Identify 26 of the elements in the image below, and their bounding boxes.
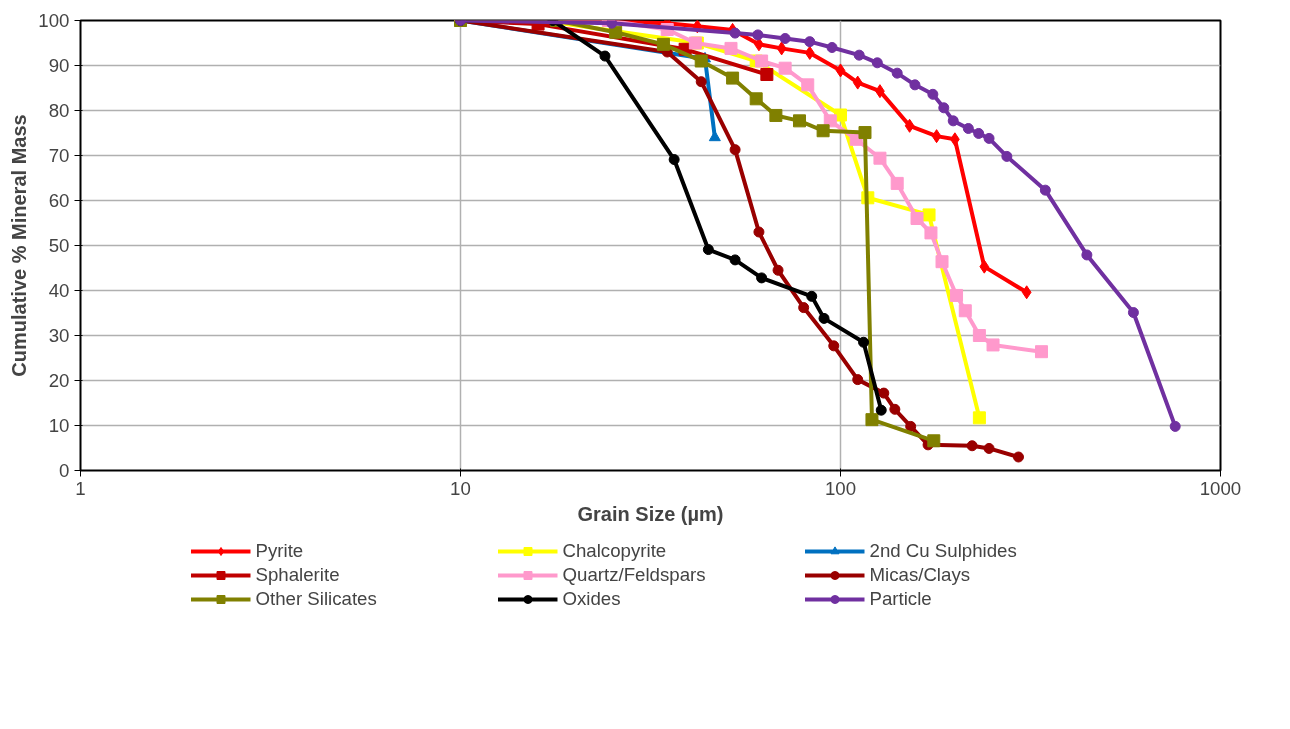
y-tick-label: 100 — [38, 10, 70, 31]
legend-label: Other Silicates — [255, 587, 378, 610]
legend-label: Sphalerite — [255, 563, 341, 586]
legend-label: Chalcopyrite — [562, 539, 668, 562]
y-axis-title: Cumulative % Mineral Mass — [8, 114, 31, 377]
legend-label: Oxides — [562, 587, 622, 610]
legend-label: Pyrite — [255, 539, 305, 562]
y-tick-label: 0 — [59, 460, 70, 481]
x-tick-label: 1000 — [1199, 477, 1242, 499]
y-tick-label: 60 — [48, 190, 70, 211]
y-tick-label: 70 — [48, 145, 70, 166]
legend-label: 2nd Cu Sulphides — [869, 539, 1018, 562]
y-tick-label: 90 — [48, 55, 70, 76]
x-tick-label: 1 — [75, 477, 86, 499]
y-tick-label: 50 — [48, 235, 70, 256]
legend-label: Micas/Clays — [869, 563, 972, 586]
y-tick-label: 80 — [48, 100, 70, 121]
legend-label: Particle — [869, 587, 933, 610]
y-tick-label: 10 — [48, 415, 70, 436]
y-tick-label: 20 — [48, 370, 70, 391]
y-tick-label: 40 — [48, 280, 70, 301]
x-tick-label: 10 — [450, 477, 471, 499]
legend-label: Quartz/Feldspars — [562, 563, 707, 586]
x-axis-title: Grain Size (µm) — [577, 502, 724, 525]
y-tick-label: 30 — [48, 325, 70, 346]
x-tick-label: 100 — [824, 477, 857, 499]
